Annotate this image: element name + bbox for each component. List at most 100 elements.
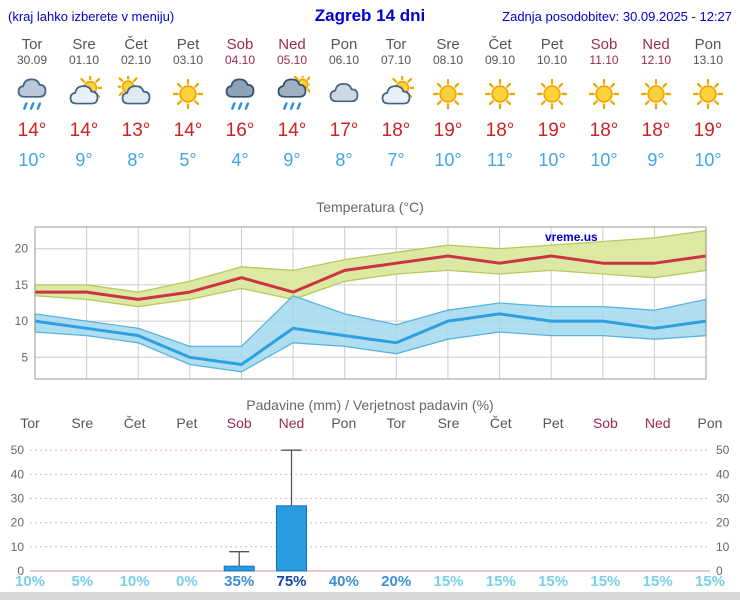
precipitation-chart: Tor Sre Čet Pet Sob Ned Pon Tor Sre Čet Pet Sob Ned P… [11,415,730,590]
sun-cloud-icon [370,73,422,115]
day-low-temp: 10° [434,150,462,170]
day-name: Tor [21,36,43,53]
day-high-temp: 19° [693,120,723,141]
day-date: 10.10 [536,53,568,67]
day-high-temp: 18° [381,120,411,141]
day-high-temp: 13° [121,120,151,141]
day-name: Tor [385,36,407,53]
day-name: Čet [488,36,512,53]
day-date: 12.10 [640,53,672,67]
sun-icon [630,73,682,115]
day-high-temp: 14° [173,120,203,141]
day-name: Pon [694,36,722,53]
precip-day-label: Čet [490,415,512,431]
temp-series-max [35,254,707,301]
day-name: Sre [436,36,460,53]
precip-day-label: Sob [227,415,252,431]
day-low-temp: 9° [647,150,665,170]
day-date: 06.10 [328,53,360,67]
precip-ytick-left: 0 [17,564,24,578]
day-low-temp: 10° [538,150,566,170]
day-low-temp: 9° [75,150,93,170]
day-date: 02.10 [120,53,152,67]
forecast-days-strip: Tor 30.09 14° 10° Sre 01.10 14° 9° Čet 02.10 13° 8°… [0,26,740,171]
forecast-day-1: Tor 30.09 14° 10° [6,30,58,171]
sun-icon [682,73,734,115]
precip-day-label: Pon [698,415,723,431]
header: (kraj lahko izberete v meniju) Zagreb 14… [0,0,740,26]
day-low-temp: 5° [179,150,197,170]
sun-icon [162,73,214,115]
precip-probability: 75% [276,573,306,590]
precip-ytick-right: 10 [716,540,730,554]
day-name: Pet [540,36,564,53]
day-low-temp: 8° [335,150,353,170]
precip-day-label: Pet [543,415,564,431]
forecast-day-6: Ned 05.10 14° 9° [266,30,318,171]
sun-icon [422,73,474,115]
precip-bar [276,505,307,572]
day-name: Sob [226,36,254,53]
forecast-day-7: Pon 06.10 17° 8° [318,30,370,171]
cloud-sun-icon [110,73,162,115]
temperature-chart: 5 10 15 20 vreme.us [15,226,707,380]
day-date: 09.10 [484,53,516,67]
rain-sun-icon [266,73,318,115]
rain-cloud-icon [6,73,58,115]
forecast-day-2: Sre 01.10 14° 9° [58,30,110,171]
precip-probability: 0% [176,573,198,590]
sun-icon [474,73,526,115]
precip-ytick-right: 30 [716,492,730,506]
day-date: 01.10 [68,53,100,67]
day-name: Sre [72,36,96,53]
sun-icon [526,73,578,115]
temp-ytick-label: 15 [15,278,29,292]
precip-ytick-left: 20 [11,516,25,530]
sun-icon [578,73,630,115]
precip-ytick-right: 20 [716,516,730,530]
forecast-day-11: Pet 10.10 19° 10° [526,30,578,171]
precip-chart-title: Padavine (mm) / Verjetnost padavin (%) [246,397,494,413]
precip-probability: 15% [643,573,673,590]
precip-probability: 15% [486,573,516,590]
day-high-temp: 14° [69,120,99,141]
precip-ytick-left: 30 [11,492,25,506]
precip-ytick-right: 50 [716,443,730,457]
day-high-temp: 14° [277,120,307,141]
precip-day-label: Sob [593,415,618,431]
precip-probability: 40% [329,573,359,590]
day-date: 08.10 [432,53,464,67]
precip-day-label: Tor [20,415,40,431]
precip-probability: 15% [433,573,463,590]
day-date: 07.10 [380,53,412,67]
temp-series-min [34,312,707,366]
precip-ytick-right: 40 [716,467,730,481]
precip-probability: 35% [224,573,254,590]
precip-ytick-left: 40 [11,467,25,481]
precip-probability: 10% [15,573,45,590]
precip-day-label: Pon [331,415,356,431]
temperature-chart-title: Temperatura (°C) [316,199,424,215]
day-date: 03.10 [172,53,204,67]
day-name: Pet [176,36,200,53]
day-high-temp: 16° [225,120,255,141]
day-name: Ned [642,36,670,53]
forecast-day-10: Čet 09.10 18° 11° [474,30,526,171]
last-updated: Zadnja posodobitev: 30.09.2025 - 12:27 [502,9,732,24]
page-title: Zagreb 14 dni [314,6,426,25]
day-high-temp: 19° [433,120,463,141]
day-low-temp: 10° [590,150,618,170]
precip-day-label: Pet [176,415,197,431]
day-name: Pon [330,36,358,53]
temp-ytick-label: 20 [15,242,29,256]
precip-ytick-left: 50 [11,443,25,457]
menu-hint: (kraj lahko izberete v meniju) [8,9,175,24]
precip-day-label: Ned [279,415,305,431]
day-high-temp: 18° [641,120,671,141]
day-high-temp: 18° [589,120,619,141]
forecast-day-8: Tor 07.10 18° 7° [370,30,422,171]
precip-ytick-right: 0 [716,564,723,578]
day-name: Sob [590,36,618,53]
temp-ytick-label: 5 [21,350,28,364]
forecast-day-5: Sob 04.10 16° 4° [214,30,266,171]
